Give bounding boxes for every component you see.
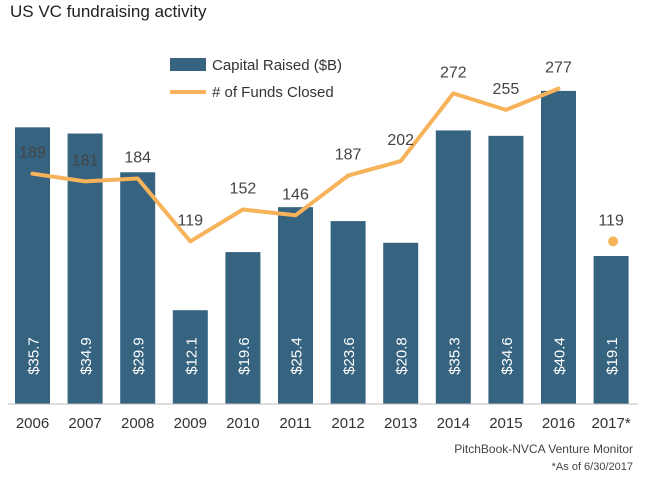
- bar-2013: [383, 242, 419, 404]
- legend: Capital Raised ($B) # of Funds Closed: [170, 57, 342, 101]
- bar-value-label: $19.1: [604, 337, 621, 375]
- funds-closed-label: 272: [440, 64, 467, 81]
- funds-closed-label: 255: [493, 81, 520, 98]
- bar-value-label: $34.6: [499, 337, 516, 375]
- bar-2010: [225, 252, 261, 404]
- funds-closed-label: 277: [545, 60, 572, 77]
- x-tick-label: 2015: [489, 415, 522, 432]
- source-note: PitchBook-NVCA Venture Monitor: [454, 442, 633, 456]
- bar-value-label: $35.3: [446, 337, 463, 375]
- bar-value-label: $19.6: [236, 337, 253, 375]
- bar-2009: [172, 310, 208, 404]
- x-tick-label: 2007: [68, 415, 101, 432]
- funds-closed-label: 119: [598, 212, 624, 229]
- bar-value-label: $20.8: [394, 337, 411, 375]
- bar-value-label: $23.6: [341, 337, 358, 375]
- chart-title: US VC fundraising activity: [10, 2, 207, 21]
- bar-2017: [593, 255, 629, 404]
- x-tick-label: 2008: [121, 415, 154, 432]
- funds-closed-label: 181: [72, 152, 99, 169]
- bar-value-label: $25.4: [289, 337, 306, 375]
- bar-2012: [330, 221, 366, 404]
- funds-closed-label: 187: [335, 147, 362, 164]
- line-layer: 189 181 184 119 152 146 187 202 272 255 277 119: [19, 60, 624, 247]
- legend-label-capital: Capital Raised ($B): [212, 57, 342, 74]
- funds-closed-label: 184: [124, 150, 151, 167]
- bar-value-label: $12.1: [183, 337, 200, 375]
- bar-2015: [488, 135, 524, 404]
- x-tick-label: 2011: [279, 415, 311, 432]
- x-tick-label: 2016: [542, 415, 575, 432]
- funds-closed-label: 202: [387, 132, 414, 149]
- bar-2014: [435, 130, 471, 405]
- legend-label-funds: # of Funds Closed: [212, 84, 334, 101]
- bar-2008: [120, 172, 156, 404]
- chart-plot: $35.7 2006 $34.9 2007 $29.9 2008 $12.1 2009 $19.…: [8, 57, 638, 432]
- bar-value-label: $40.4: [552, 337, 569, 375]
- bar-2016: [541, 90, 576, 405]
- bar-value-label: $34.9: [78, 337, 95, 375]
- x-tick-label: 2009: [174, 415, 207, 432]
- funds-closed-line: [30, 86, 561, 244]
- x-tick-label: 2006: [16, 415, 49, 432]
- funds-closed-point-2017: [608, 236, 619, 247]
- bar-2011: [278, 207, 313, 404]
- funds-closed-label: 189: [19, 145, 46, 162]
- x-tick-label: 2017*: [591, 415, 630, 432]
- legend-swatch-capital: [170, 58, 206, 71]
- funds-closed-label: 119: [178, 212, 204, 229]
- footnote: *As of 6/30/2017: [551, 461, 633, 473]
- x-tick-label: 2012: [331, 415, 364, 432]
- bar-value-label: $29.9: [131, 337, 148, 375]
- bar-value-label: $35.7: [26, 337, 43, 375]
- funds-closed-label: 152: [230, 180, 257, 197]
- x-tick-label: 2013: [384, 415, 417, 432]
- x-tick-label: 2010: [226, 415, 259, 432]
- bars-layer: $35.7 2006 $34.9 2007 $29.9 2008 $12.1 2009 $19.…: [8, 90, 638, 432]
- funds-closed-label: 146: [282, 186, 309, 203]
- x-tick-label: 2014: [437, 415, 470, 432]
